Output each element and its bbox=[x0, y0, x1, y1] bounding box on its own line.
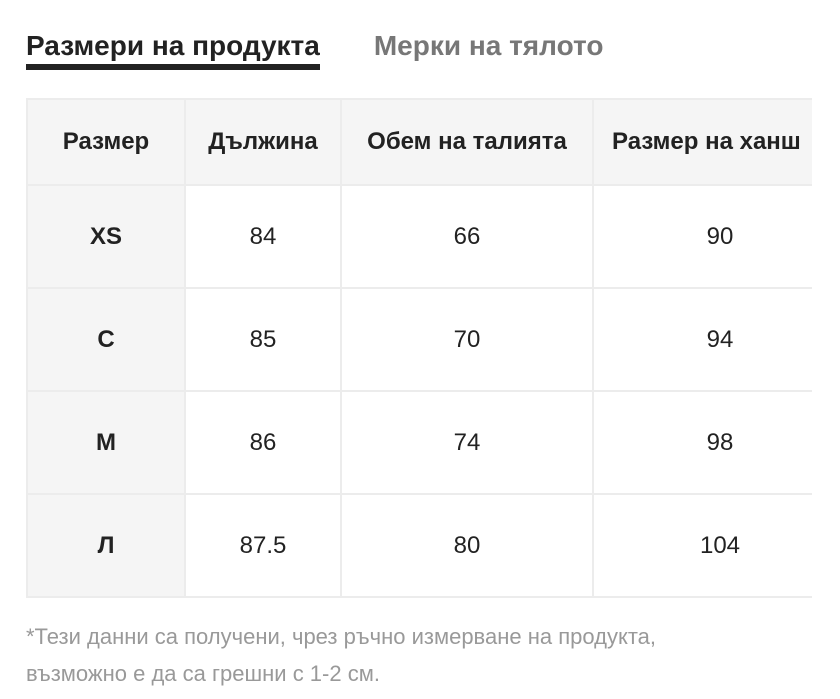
size-table: Размер Дължина Обем на талията Размер на… bbox=[26, 98, 812, 598]
cell-hip: 94 bbox=[592, 287, 812, 392]
cell-hip: 98 bbox=[592, 390, 812, 495]
size-table-container[interactable]: Размер Дължина Обем на талията Размер на… bbox=[26, 98, 812, 598]
header-waist: Обем на талията bbox=[340, 98, 594, 186]
cell-size: XS bbox=[26, 184, 186, 289]
measurement-note: *Тези данни са получени, чрез ръчно изме… bbox=[26, 618, 656, 692]
cell-waist: 74 bbox=[340, 390, 594, 495]
note-line-2: възможно е да са грешни с 1-2 см. bbox=[26, 661, 380, 686]
note-line-1: *Тези данни са получени, чрез ръчно изме… bbox=[26, 624, 657, 649]
header-length: Дължина bbox=[184, 98, 342, 186]
cell-waist: 70 bbox=[340, 287, 594, 392]
header-size: Размер bbox=[26, 98, 186, 186]
tab-bar: Размери на продукта Мерки на тялото bbox=[26, 30, 603, 70]
cell-waist: 80 bbox=[340, 493, 594, 598]
cell-length: 84 bbox=[184, 184, 342, 289]
table-row: Л 87.5 80 104 bbox=[26, 493, 812, 598]
table-row: М 86 74 98 bbox=[26, 390, 812, 495]
cell-size: М bbox=[26, 390, 186, 495]
table-header-row: Размер Дължина Обем на талията Размер на… bbox=[26, 98, 812, 186]
cell-length: 87.5 bbox=[184, 493, 342, 598]
cell-hip: 90 bbox=[592, 184, 812, 289]
table-row: С 85 70 94 bbox=[26, 287, 812, 392]
table-row: XS 84 66 90 bbox=[26, 184, 812, 289]
tab-product-sizes[interactable]: Размери на продукта bbox=[26, 30, 320, 70]
cell-length: 86 bbox=[184, 390, 342, 495]
cell-waist: 66 bbox=[340, 184, 594, 289]
tab-body-measurements[interactable]: Мерки на тялото bbox=[373, 30, 604, 61]
cell-size: С bbox=[26, 287, 186, 392]
cell-hip: 104 bbox=[592, 493, 812, 598]
cell-length: 85 bbox=[184, 287, 342, 392]
header-hip: Размер на ханш bbox=[592, 98, 812, 186]
cell-size: Л bbox=[26, 493, 186, 598]
